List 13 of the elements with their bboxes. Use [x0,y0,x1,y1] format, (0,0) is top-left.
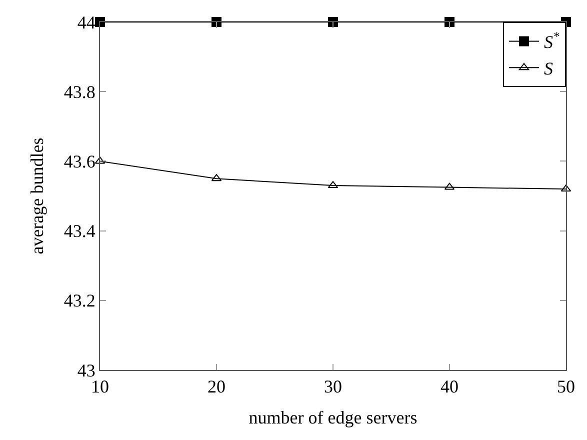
x-tick-label: 40 [440,376,458,397]
y-tick-label: 43.2 [64,290,96,311]
y-tick-label: 43.8 [64,82,96,102]
legend-label: S [544,58,553,79]
y-axis-title: average bundles [27,138,48,254]
y-tick-label: 43.6 [64,152,96,172]
y-tick-label: 43.4 [64,221,96,242]
legend-label: S$^{*}$ [544,30,560,52]
x-tick-label: 50 [557,376,575,397]
x-tick-label: 30 [324,376,342,397]
y-tick-label: 44 [77,12,96,32]
x-tick-label: 20 [208,376,226,397]
x-axis-title: number of edge servers [248,408,418,428]
